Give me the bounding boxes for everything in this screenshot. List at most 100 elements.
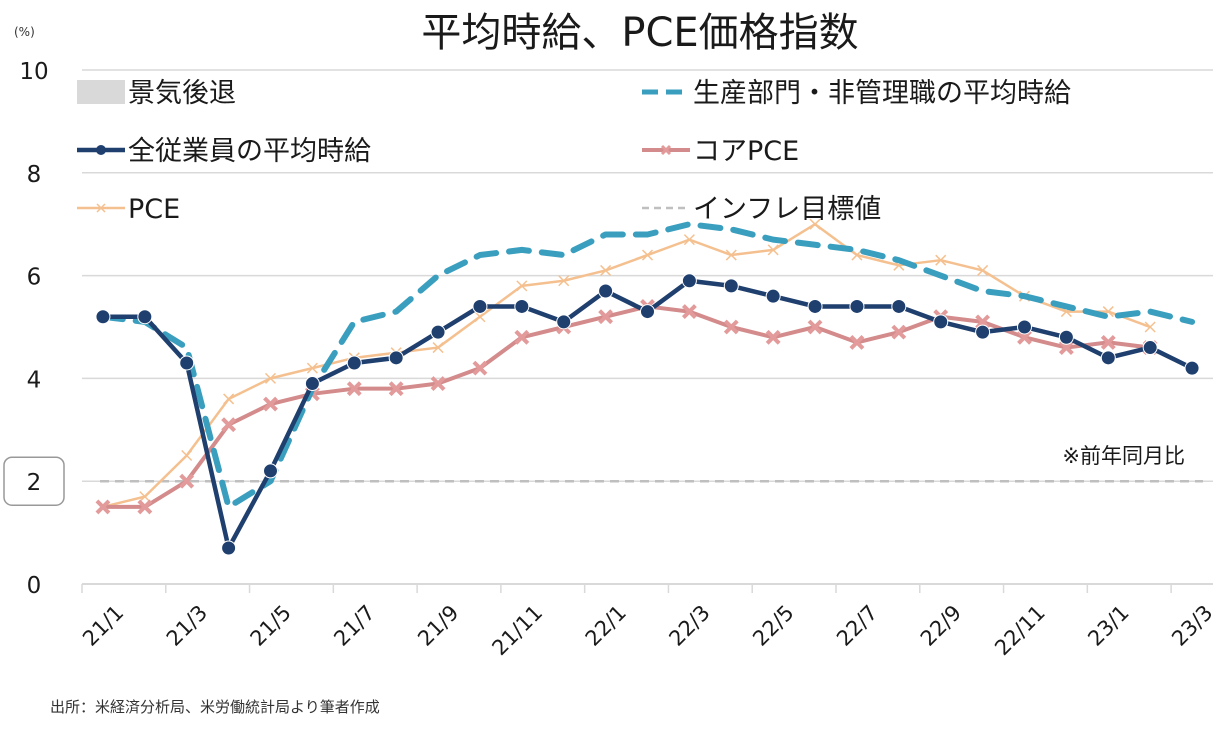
data-point: [137, 499, 153, 515]
production-line: [99, 221, 1196, 510]
x-tick-label: 21/7: [329, 600, 379, 650]
data-point: [809, 218, 821, 230]
data-point: [681, 273, 697, 289]
data-point: [725, 249, 737, 261]
data-point: [181, 449, 193, 462]
yoy-note: ※前年同月比: [1062, 444, 1185, 468]
data-point: [179, 355, 195, 371]
legend-label: 生産部門・非管理職の平均時給: [693, 78, 1071, 109]
legend-label: インフレ目標値: [693, 194, 881, 225]
x-tick-label: 21/3: [162, 600, 212, 650]
data-point: [849, 335, 865, 350]
data-point: [304, 376, 320, 392]
data-point: [516, 280, 528, 292]
data-point: [432, 342, 444, 354]
x-tick-label: 22/3: [664, 600, 714, 650]
marker-icon: [660, 144, 672, 156]
data-point: [1184, 360, 1200, 376]
data-point: [849, 298, 865, 314]
data-point: [263, 396, 278, 412]
y-tick-label: 2: [27, 470, 42, 496]
marker-icon: [96, 145, 106, 155]
data-point: [264, 372, 277, 384]
data-point: [681, 304, 697, 319]
x-axis: 21/1 21/3 21/5 21/7 21/9 21/11 22/1 22/3 22/5 22/…: [78, 584, 1217, 660]
data-point: [514, 298, 530, 314]
data-point: [1144, 321, 1156, 333]
data-point: [723, 278, 739, 294]
recession-swatch-icon: [77, 80, 125, 104]
data-point: [263, 463, 278, 479]
data-point: [556, 314, 572, 330]
y-tick-label: 10: [19, 59, 48, 85]
data-point: [723, 319, 739, 335]
y-tick-label: 4: [27, 367, 42, 393]
data-point: [641, 249, 654, 261]
data-point: [1100, 335, 1116, 350]
data-point: [933, 314, 949, 330]
data-point: [767, 244, 779, 256]
y-tick-label: 0: [27, 573, 42, 599]
legend-item-all-employees: 全従業員の平均時給: [77, 136, 371, 167]
data-point: [221, 417, 237, 433]
data-point: [388, 381, 404, 397]
x-tick-label: 22/9: [916, 600, 966, 650]
data-point: [223, 393, 235, 405]
data-point: [1142, 340, 1158, 356]
x-tick-label: 21/11: [487, 600, 547, 660]
x-tick-label: 22/5: [748, 600, 798, 650]
data-point: [807, 298, 823, 314]
data-point: [221, 540, 237, 556]
data-point: [137, 309, 153, 325]
data-point: [1058, 329, 1074, 345]
data-point: [598, 309, 614, 325]
data-point: [1017, 319, 1032, 335]
data-point: [1100, 350, 1116, 366]
legend-label: 全従業員の平均時給: [128, 136, 371, 167]
x-tick-label: 21/5: [246, 600, 296, 650]
data-point: [598, 283, 614, 299]
legend-item-production: 生産部門・非管理職の平均時給: [642, 78, 1071, 109]
chart-title: 平均時給、PCE価格指数: [421, 10, 858, 56]
y-tick-label: 6: [27, 265, 42, 291]
core-pce-line: [102, 304, 1151, 509]
y-tick-label: 8: [27, 162, 42, 188]
data-point: [95, 499, 111, 515]
data-point: [514, 329, 530, 345]
y-axis-unit: (%): [14, 25, 35, 39]
data-point: [975, 324, 991, 340]
data-point: [765, 288, 781, 304]
legend-item-core-pce: コアPCE: [642, 136, 799, 167]
marker-icon: [96, 203, 106, 213]
data-point: [472, 298, 488, 314]
legend-item-target: インフレ目標値: [642, 194, 881, 225]
data-point: [472, 360, 488, 376]
x-tick-label: 22/1: [581, 600, 631, 650]
highlight-box: [3, 456, 65, 506]
data-point: [558, 275, 570, 287]
data-point: [977, 264, 989, 276]
data-point: [765, 329, 781, 345]
data-point: [891, 324, 907, 340]
data-point: [346, 381, 362, 397]
legend-item-recession: 景気後退: [77, 78, 236, 109]
data-point: [139, 491, 151, 503]
x-tick-label: 23/1: [1083, 600, 1133, 650]
x-tick-label: 21/1: [78, 600, 128, 650]
x-tick-label: 22/7: [832, 600, 882, 650]
data-point: [179, 473, 195, 489]
data-point: [430, 324, 446, 340]
data-point: [807, 319, 823, 335]
legend-label: 景気後退: [128, 78, 236, 109]
data-point: [306, 362, 318, 374]
legend-label: PCE: [128, 194, 180, 225]
x-tick-label: 22/11: [990, 600, 1050, 660]
x-tick-label: 21/9: [413, 600, 463, 650]
source-note: 出所：米経済分析局、米労働統計局より筆者作成: [50, 698, 380, 716]
legend-label: コアPCE: [693, 136, 799, 167]
data-point: [430, 376, 446, 391]
data-point: [474, 311, 486, 323]
legend-item-pce: PCE: [77, 194, 180, 225]
